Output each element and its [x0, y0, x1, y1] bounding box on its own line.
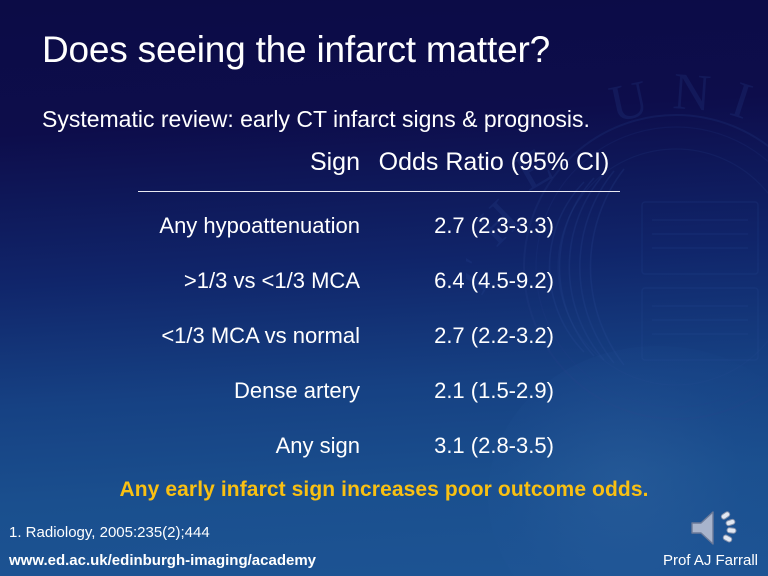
- table-row: Any sign 3.1 (2.8-3.5): [138, 432, 620, 460]
- reference-citation: 1. Radiology, 2005:235(2);444: [9, 524, 210, 541]
- table-row: >1/3 vs <1/3 MCA 6.4 (4.5-9.2): [138, 267, 620, 295]
- page-title: Does seeing the infarct matter?: [42, 29, 550, 70]
- cell-odds-ratio: 2.1 (1.5-2.9): [434, 378, 554, 403]
- cell-sign: Any hypoattenuation: [159, 213, 360, 238]
- svg-text:U: U: [605, 70, 654, 134]
- table-row: <1/3 MCA vs normal 2.7 (2.2-3.2): [138, 322, 620, 350]
- cell-sign: Any sign: [275, 433, 360, 458]
- cell-odds-ratio: 3.1 (2.8-3.5): [434, 433, 554, 458]
- academy-url[interactable]: www.ed.ac.uk/edinburgh-imaging/academy: [9, 552, 317, 569]
- conclusion-text: Any early infarct sign increases poor ou…: [119, 478, 649, 501]
- cell-sign: Dense artery: [234, 378, 360, 403]
- svg-text:I: I: [724, 71, 758, 131]
- cell-odds-ratio: 6.4 (4.5-9.2): [434, 268, 554, 293]
- table-header-divider: [138, 191, 620, 192]
- table-row: Any hypoattenuation 2.7 (2.3-3.3): [138, 212, 620, 240]
- page-subtitle: Systematic review: early CT infarct sign…: [42, 106, 590, 132]
- table-header-row: Sign Odds Ratio (95% CI): [138, 146, 620, 178]
- cell-sign: >1/3 vs <1/3 MCA: [183, 268, 360, 293]
- speaker-icon[interactable]: [686, 507, 744, 549]
- table-row: Dense artery 2.1 (1.5-2.9): [138, 377, 620, 405]
- svg-text:N: N: [671, 63, 712, 122]
- column-header-sign: Sign: [309, 148, 360, 176]
- table-body: Any hypoattenuation 2.7 (2.3-3.3) >1/3 v…: [138, 212, 620, 460]
- cell-odds-ratio: 2.7 (2.2-3.2): [434, 323, 554, 348]
- results-table: Sign Odds Ratio (95% CI) Any hypoattenua…: [138, 146, 620, 460]
- column-header-odds-ratio: Odds Ratio (95% CI): [378, 148, 610, 176]
- cell-odds-ratio: 2.7 (2.3-3.3): [434, 213, 554, 238]
- cell-sign: <1/3 MCA vs normal: [161, 323, 360, 348]
- author-name: Prof AJ Farrall: [662, 552, 758, 569]
